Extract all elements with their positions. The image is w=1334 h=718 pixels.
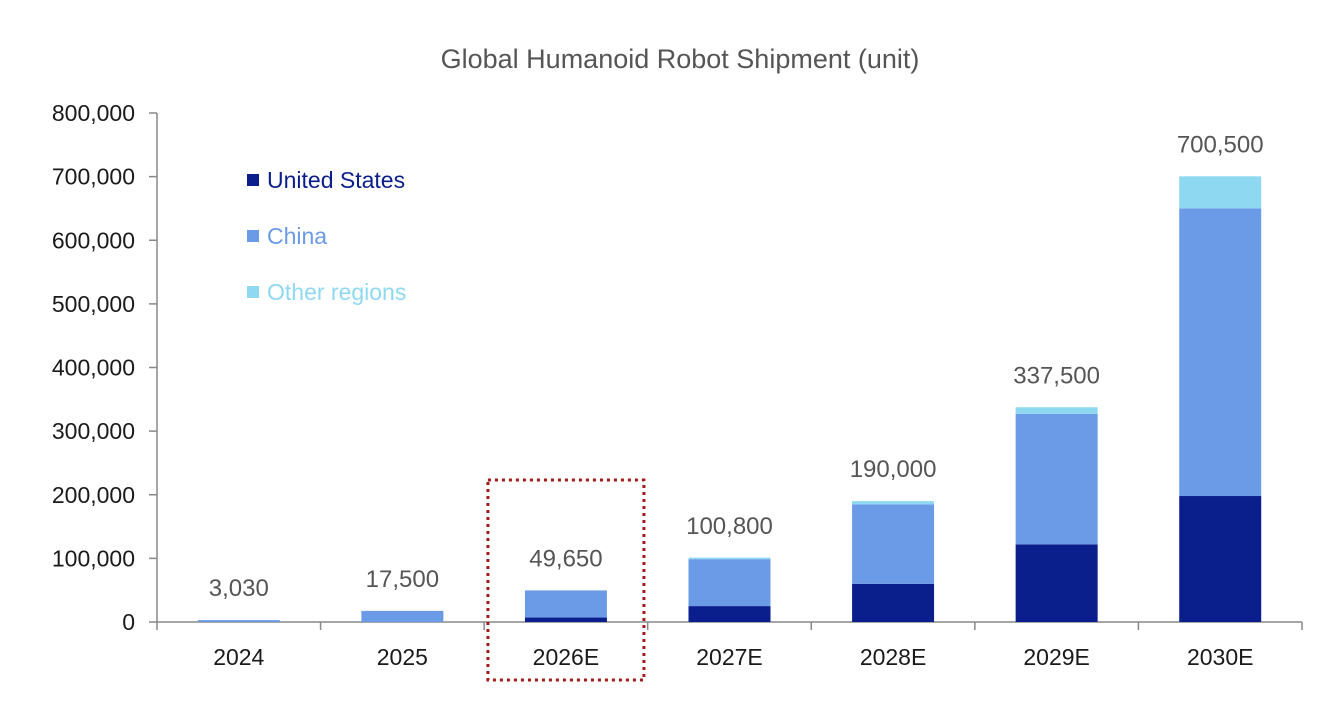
legend-swatch (247, 286, 259, 298)
x-tick-label: 2024 (213, 644, 264, 670)
bar-segment (524, 590, 607, 618)
total-data-label: 700,500 (1177, 131, 1264, 158)
bar-segment (688, 606, 771, 622)
bar-segment (1015, 413, 1098, 545)
y-axis: 0 100,000 200,000 300,000 400,000 500,000 600,… (52, 100, 158, 635)
legend-swatch (247, 174, 259, 186)
y-tick-label: 700,000 (52, 164, 135, 190)
y-tick-label: 800,000 (52, 100, 135, 126)
highlight-box (486, 478, 646, 682)
total-data-label: 190,000 (850, 456, 937, 483)
legend-label: United States (267, 167, 405, 193)
x-tick-label: 2030E (1187, 644, 1254, 670)
y-tick-label: 500,000 (52, 291, 135, 317)
bar-segment (852, 583, 935, 622)
x-tick-label: 2026E (533, 644, 600, 670)
legend-swatch (247, 230, 259, 242)
y-tick-label: 200,000 (52, 482, 135, 508)
x-tick-label: 2027E (696, 644, 763, 670)
x-tick-label: 2025 (377, 644, 428, 670)
bar-segment (1015, 407, 1098, 414)
bar-segment (1179, 208, 1262, 497)
bar-segment (688, 557, 771, 560)
y-tick-label: 0 (122, 609, 135, 635)
total-labels-group: 3,030 17,500 49,650 100,800 190,000 337,500 70… (209, 131, 1264, 602)
total-data-label: 49,650 (529, 545, 602, 572)
x-tick-label: 2029E (1023, 644, 1090, 670)
x-tick-label: 2028E (860, 644, 927, 670)
bar-segment (1179, 176, 1262, 209)
y-tick-label: 100,000 (52, 545, 135, 571)
chart-title: Global Humanoid Robot Shipment (unit) (441, 44, 920, 74)
total-data-label: 3,030 (209, 575, 269, 602)
bar-segment (361, 610, 444, 622)
x-axis: 2024 2025 2026E 2027E 2028E 2029E 2030E (156, 621, 1303, 670)
bar-segment (1179, 496, 1262, 622)
y-tick-label: 300,000 (52, 418, 135, 444)
total-data-label: 17,500 (366, 566, 439, 593)
total-data-label: 337,500 (1013, 362, 1100, 389)
bar-segment (524, 617, 607, 622)
y-tick-label: 600,000 (52, 227, 135, 253)
total-data-label: 100,800 (686, 513, 773, 540)
legend: United States China Other regions (247, 167, 406, 305)
highlight-group (486, 478, 646, 682)
bar-segment (852, 501, 935, 505)
bars-group (197, 176, 1262, 622)
legend-label: China (267, 223, 327, 249)
bar-segment (197, 620, 280, 622)
legend-label: Other regions (267, 279, 406, 305)
bar-segment (852, 504, 935, 584)
bar-segment (688, 559, 771, 607)
bar-segment (1015, 544, 1098, 622)
y-tick-label: 400,000 (52, 355, 135, 381)
